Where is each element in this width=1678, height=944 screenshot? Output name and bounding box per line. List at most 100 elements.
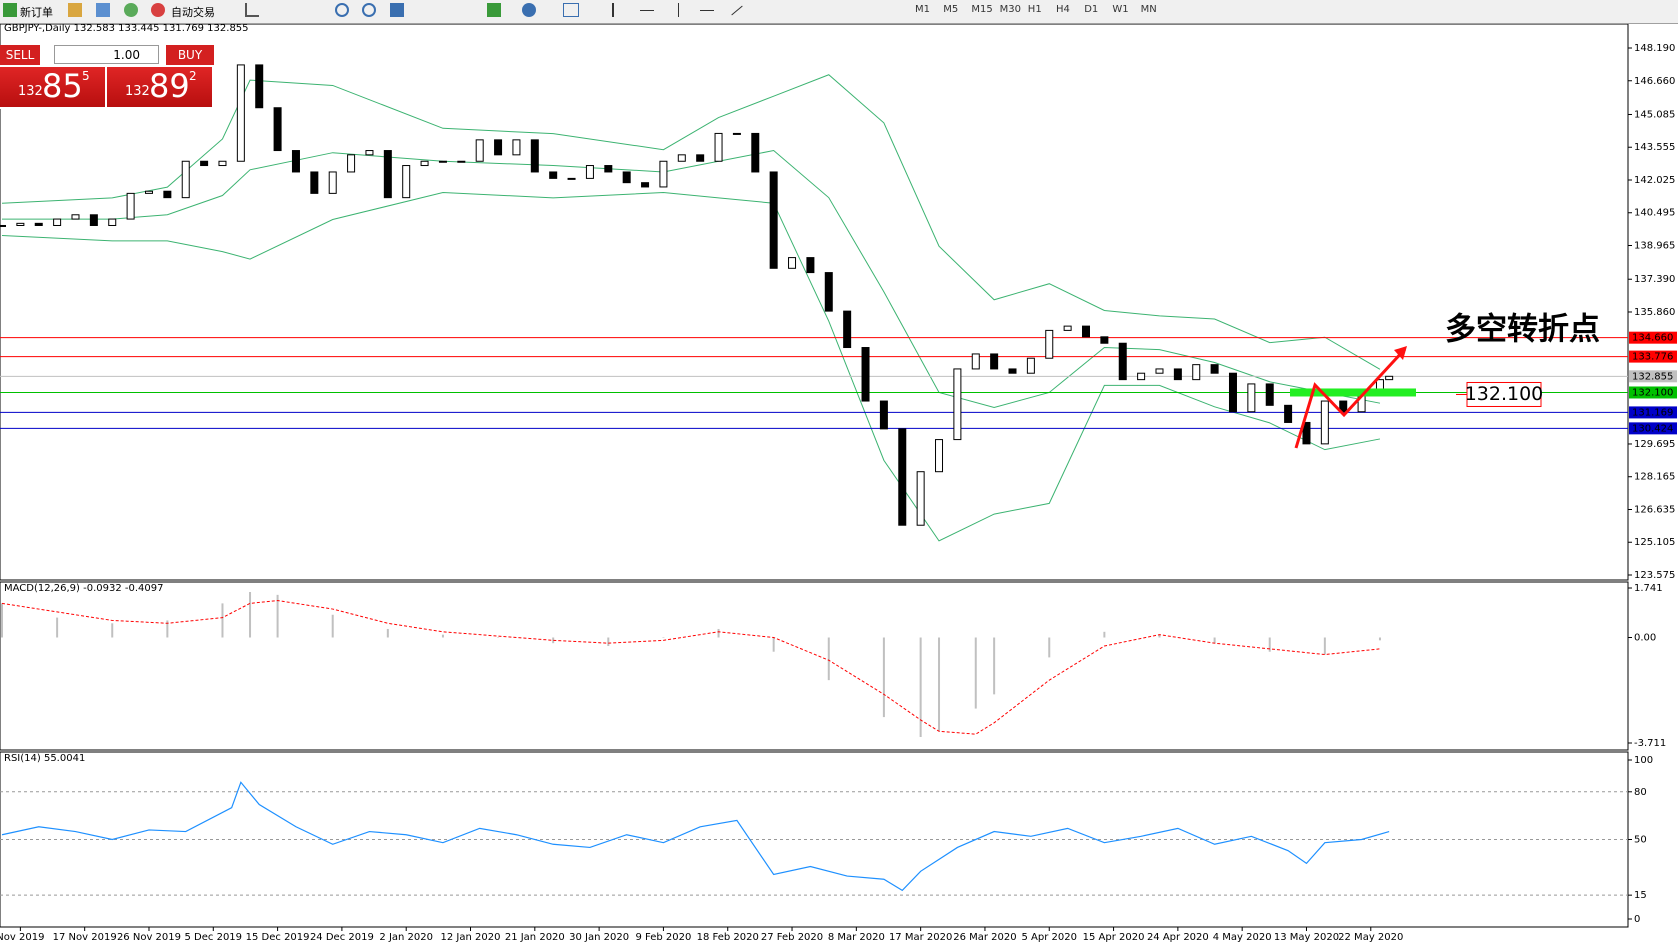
candle <box>89 214 98 226</box>
indicator-title: MACD(12,26,9) -0.0932 -0.4097 <box>4 583 164 594</box>
candle <box>310 171 319 194</box>
candle <box>990 353 999 370</box>
x-tick-label: 5 Apr 2020 <box>1022 932 1077 943</box>
candle <box>935 439 944 473</box>
level-label-box <box>1629 370 1677 383</box>
timeframe-button[interactable]: H4 <box>1056 4 1070 15</box>
macd-bar <box>386 628 389 638</box>
x-tick-label: 13 May 2020 <box>1274 932 1339 943</box>
buy-price[interactable]: 132 89 2 <box>107 67 212 107</box>
y-tick-label: 125.105 <box>1634 537 1675 548</box>
new-order-button[interactable]: 新订单 <box>20 6 53 19</box>
macd-frame <box>0 581 1629 751</box>
timeframe-button[interactable]: D1 <box>1084 4 1099 15</box>
candle <box>788 257 797 269</box>
candle <box>1385 375 1394 381</box>
candle <box>402 165 411 199</box>
level-label-box <box>1629 331 1677 344</box>
x-tick-label: 8 Mar 2020 <box>828 932 885 943</box>
candle <box>1045 329 1054 359</box>
timeframe-button[interactable]: W1 <box>1112 4 1129 15</box>
candle <box>567 177 576 180</box>
candle <box>916 471 925 526</box>
annotation: 多空转折点 <box>1445 312 1600 348</box>
x-tick-label: 24 Dec 2019 <box>310 932 374 943</box>
macd-bar <box>221 603 224 638</box>
macd-bar <box>1158 634 1161 638</box>
timeframe-button[interactable]: M1 <box>915 4 930 15</box>
x-tick-label: 24 Apr 2020 <box>1147 932 1209 943</box>
candle <box>677 154 686 162</box>
macd-bar <box>1 603 3 638</box>
vline-tool[interactable] <box>678 3 679 17</box>
macd-bar <box>56 617 59 638</box>
sell-button[interactable]: SELL <box>0 45 40 65</box>
candle <box>1082 325 1090 338</box>
auto-trading-icon[interactable] <box>151 3 165 17</box>
level-label-box <box>1629 386 1677 399</box>
tool-icon[interactable] <box>245 3 259 17</box>
candle <box>696 154 705 162</box>
y-tick-label: 0 <box>1634 914 1640 925</box>
candle <box>1118 342 1127 381</box>
auto-trading-button[interactable]: 自动交易 <box>171 6 215 19</box>
candle <box>530 139 539 173</box>
trendline-tool[interactable] <box>731 5 743 16</box>
candle <box>365 150 374 156</box>
zoom-out[interactable] <box>362 3 376 17</box>
cursor-tool[interactable] <box>612 3 624 17</box>
macd-bar <box>772 637 775 652</box>
y-tick-label: 15 <box>1634 890 1647 901</box>
indicator-title: RSI(14) 55.0041 <box>4 753 85 764</box>
candle <box>181 160 190 199</box>
timeframe-button[interactable]: M15 <box>971 4 993 15</box>
x-tick-label: 4 May 2020 <box>1213 932 1272 943</box>
sell-price[interactable]: 132 85 5 <box>0 67 105 107</box>
tool-icon[interactable] <box>124 3 138 17</box>
candle <box>383 150 392 199</box>
candle <box>0 224 6 227</box>
x-tick-label: 27 Feb 2020 <box>761 932 823 943</box>
candle <box>347 154 356 173</box>
y-tick-label: 123.575 <box>1634 570 1675 581</box>
price-pip: 5 <box>82 69 90 83</box>
tool-icon[interactable] <box>68 3 82 17</box>
candle <box>585 165 594 179</box>
lot-input[interactable]: 1.00 <box>54 45 159 64</box>
macd-bar <box>1048 637 1051 658</box>
level-label: 133.776 <box>1632 352 1673 363</box>
level-label-box <box>1629 422 1677 435</box>
candle <box>751 132 760 173</box>
candle <box>1100 336 1109 344</box>
buy-button[interactable]: BUY <box>166 45 214 65</box>
macd-bar <box>607 637 610 647</box>
timeframe-button[interactable]: H1 <box>1027 4 1042 15</box>
candle <box>604 165 613 173</box>
candle <box>420 160 429 167</box>
candle <box>732 132 741 135</box>
y-tick-label: -3.711 <box>1634 738 1666 749</box>
macd-signal <box>1 600 1381 735</box>
hline-tool[interactable] <box>700 10 714 11</box>
timeframe-button[interactable]: M5 <box>943 4 959 15</box>
candle <box>1320 400 1329 445</box>
new-order-icon[interactable] <box>3 3 17 17</box>
crosshair-tool[interactable] <box>640 10 654 11</box>
candle <box>1155 368 1164 374</box>
tile-icon[interactable] <box>390 3 404 17</box>
candle <box>457 160 466 163</box>
y-tick-label: 135.860 <box>1634 307 1675 318</box>
zoom-in[interactable] <box>335 3 349 17</box>
period-icon[interactable] <box>522 3 536 17</box>
level-label: 134.660 <box>1632 333 1673 344</box>
candle <box>714 132 723 162</box>
bollinger-middle <box>2 150 1381 408</box>
template-icon[interactable] <box>563 3 579 17</box>
timeframe-button[interactable]: MN <box>1140 4 1157 15</box>
macd-bar <box>1323 637 1326 655</box>
tool-icon[interactable] <box>96 3 110 17</box>
timeframe-button[interactable]: M30 <box>999 4 1021 15</box>
candle <box>953 368 962 441</box>
candle <box>1302 421 1311 445</box>
indicator-icon[interactable] <box>487 3 501 17</box>
